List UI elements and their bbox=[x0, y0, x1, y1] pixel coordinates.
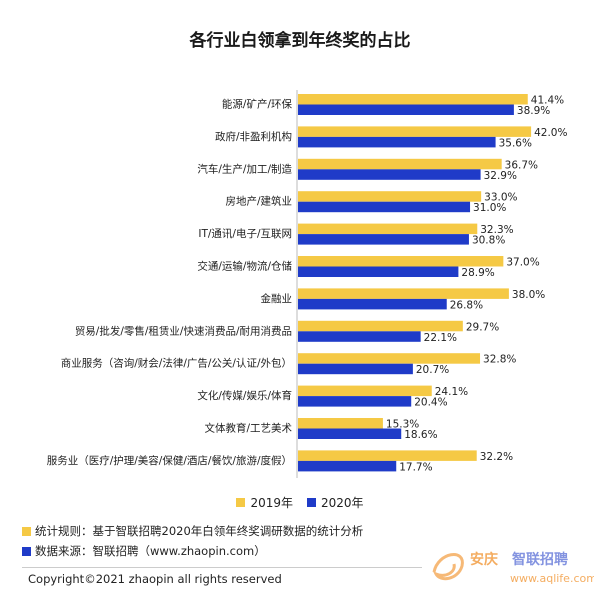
watermark-brand: 安庆 bbox=[470, 551, 498, 568]
value-label-2020: 20.7% bbox=[416, 364, 449, 376]
bar-2020 bbox=[298, 136, 496, 148]
category-label: 金融业 bbox=[261, 292, 293, 305]
bar-2019 bbox=[298, 126, 532, 137]
note-swatch-rule bbox=[22, 526, 31, 536]
category-label: 文体教育/工艺美术 bbox=[204, 422, 292, 435]
bar-2020 bbox=[298, 234, 469, 245]
watermark-swoosh-icon bbox=[432, 553, 464, 581]
value-label-2020: 31.0% bbox=[473, 202, 506, 214]
value-label-2020: 35.6% bbox=[499, 137, 532, 149]
note-swatch-source bbox=[22, 546, 31, 556]
value-label-2019: 24.1% bbox=[435, 386, 468, 398]
bar-2020 bbox=[298, 201, 471, 213]
watermark-logo: 安庆 智联招聘 www.aqlife.com bbox=[432, 551, 594, 585]
legend-swatch-2019 bbox=[236, 498, 246, 507]
bar-2019 bbox=[298, 450, 477, 461]
bar-2020 bbox=[298, 298, 447, 310]
value-label-2020: 30.8% bbox=[472, 235, 505, 247]
category-label: 服务业（医疗/护理/美容/保健/酒店/餐饮/旅游/度假） bbox=[47, 454, 292, 467]
bar-2020 bbox=[298, 428, 402, 439]
category-label: IT/通讯/电子/互联网 bbox=[198, 227, 292, 240]
bar-2019 bbox=[298, 385, 432, 397]
value-label-2020: 22.1% bbox=[424, 332, 457, 344]
bar-2020 bbox=[298, 396, 412, 407]
legend-label-2020: 2020年 bbox=[321, 496, 364, 510]
legend-label-2019: 2019年 bbox=[250, 496, 293, 510]
category-label: 文化/传媒/娱乐/体育 bbox=[197, 389, 292, 402]
note-data-source: 数据来源：智联招聘（www.zhaopin.com） bbox=[22, 541, 363, 561]
value-label-2019: 42.0% bbox=[534, 127, 567, 139]
bar-2019 bbox=[298, 320, 463, 332]
bar-2020 bbox=[298, 266, 459, 277]
category-label: 商业服务（咨询/财会/法律/广告/公关/认证/外包） bbox=[61, 357, 292, 370]
bar-2019 bbox=[298, 94, 528, 105]
category-label: 房地产/建筑业 bbox=[225, 195, 292, 208]
legend-swatch-2020 bbox=[307, 498, 316, 507]
value-label-2020: 26.8% bbox=[450, 299, 483, 311]
value-label-2019: 29.7% bbox=[466, 321, 499, 333]
bar-2020 bbox=[298, 169, 481, 180]
category-label: 能源/矿产/环保 bbox=[222, 98, 293, 111]
bar-2020 bbox=[298, 460, 397, 472]
bar-2019 bbox=[298, 256, 504, 267]
bars-layer: 能源/矿产/环保 41.4%38.9% 政府/非盈利机构 42.0%35.6% 汽车/生… bbox=[47, 94, 567, 473]
watermark-url: www.aqlife.com bbox=[510, 572, 594, 585]
value-label-2020: 38.9% bbox=[517, 105, 550, 117]
category-label: 贸易/批发/零售/租赁业/快速消费品/耐用消费品 bbox=[75, 324, 292, 337]
category-label: 政府/非盈利机构 bbox=[215, 130, 292, 143]
legend: 2019年 2020年 bbox=[0, 494, 600, 511]
value-label-2019: 41.4% bbox=[531, 95, 564, 107]
bar-2019 bbox=[298, 288, 509, 299]
value-label-2020: 20.4% bbox=[414, 397, 447, 409]
value-label-2020: 32.9% bbox=[484, 170, 517, 182]
bar-2020 bbox=[298, 104, 514, 115]
bar-2019 bbox=[298, 353, 481, 364]
bar-2020 bbox=[298, 331, 421, 342]
value-label-2020: 18.6% bbox=[404, 429, 437, 441]
value-label-2020: 28.9% bbox=[461, 267, 494, 279]
legend-item-2020: 2020年 bbox=[307, 494, 364, 511]
bar-2019 bbox=[298, 191, 482, 202]
value-label-2020: 17.7% bbox=[399, 461, 432, 473]
value-label-2019: 38.0% bbox=[512, 289, 545, 301]
bar-chart: 能源/矿产/环保 41.4%38.9% 政府/非盈利机构 42.0%35.6% 汽车/生… bbox=[47, 90, 567, 478]
watermark-brand2: 智联招聘 bbox=[511, 551, 568, 568]
note-rule-text: 统计规则：基于智联招聘2020年白领年终奖调研数据的统计分析 bbox=[35, 524, 364, 538]
footer-divider bbox=[22, 567, 422, 568]
bar-2019 bbox=[298, 418, 383, 429]
chart-title: 各行业白领拿到年终奖的占比 bbox=[189, 31, 411, 51]
category-label: 交通/运输/物流/仓储 bbox=[197, 260, 292, 273]
value-label-2019: 32.3% bbox=[480, 224, 513, 236]
value-label-2019: 36.7% bbox=[505, 159, 538, 171]
category-label: 汽车/生产/加工/制造 bbox=[197, 162, 292, 175]
legend-item-2019: 2019年 bbox=[236, 494, 293, 511]
copyright: Copyright©2021 zhaopin all rights reserv… bbox=[28, 572, 282, 586]
note-statistics-rule: 统计规则：基于智联招聘2020年白领年终奖调研数据的统计分析 bbox=[22, 521, 363, 541]
value-label-2019: 33.0% bbox=[484, 192, 517, 204]
bar-2020 bbox=[298, 363, 413, 375]
bar-2019 bbox=[298, 158, 502, 170]
value-label-2019: 32.8% bbox=[483, 354, 516, 366]
value-label-2019: 37.0% bbox=[506, 257, 539, 269]
notes: 统计规则：基于智联招聘2020年白领年终奖调研数据的统计分析 数据来源：智联招聘… bbox=[22, 521, 363, 561]
value-label-2019: 15.3% bbox=[386, 419, 419, 431]
value-label-2019: 32.2% bbox=[480, 451, 513, 463]
note-source-text: 数据来源：智联招聘（www.zhaopin.com） bbox=[35, 544, 266, 558]
bar-2019 bbox=[298, 223, 478, 235]
